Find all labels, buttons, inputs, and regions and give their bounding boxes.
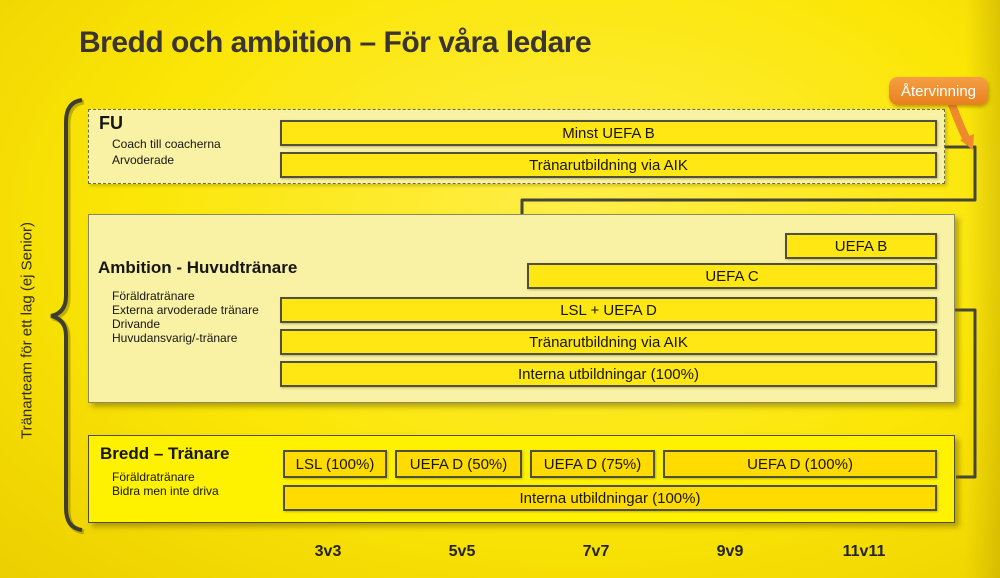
axis-label-3v3: 3v3 (314, 543, 342, 560)
axis-label-9v9: 9v9 (716, 543, 744, 560)
ambition-subline-3: Drivande (112, 317, 161, 331)
bar-lsl-100: LSL (100%) (283, 450, 387, 478)
bar-ambition-tranarutbildning-aik: Tränarutbildning via AIK (280, 329, 937, 355)
axis-label-11v11: 11v11 (842, 543, 886, 560)
side-label-vertical: Tränarteam för ett lag (ej Senior) (18, 221, 36, 440)
page-title: Bredd och ambition – För våra ledare (79, 26, 592, 59)
fu-subline-1: Coach till coacherna (112, 137, 221, 151)
bar-minst-uefa-b: Minst UEFA B (280, 120, 937, 146)
ambition-heading: Ambition - Huvudtränare (98, 258, 298, 277)
ambition-subline-4: Huvudansvarig/-tränare (112, 331, 238, 345)
bar-uefa-b: UEFA B (785, 233, 937, 259)
bar-lsl-uefa-d: LSL + UEFA D (280, 297, 937, 323)
fu-subline-2: Arvoderade (112, 153, 175, 167)
bredd-subline-2: Bidra men inte driva (112, 484, 219, 498)
bredd-subline-1: Föräldratränare (112, 470, 195, 484)
recycling-callout-label: Återvinning (900, 82, 977, 100)
axis-label-7v7: 7v7 (582, 543, 610, 560)
bar-uefa-d-100: UEFA D (100%) (663, 450, 937, 478)
bar-uefa-c: UEFA C (527, 263, 937, 289)
bredd-heading: Bredd – Tränare (100, 444, 230, 463)
callout-arrowhead (960, 134, 974, 150)
ambition-subline-2: Externa arvoderade tränare (112, 303, 259, 317)
recycling-callout: Återvinning (889, 77, 988, 105)
group-brace (50, 98, 83, 532)
bar-fu-tranarutbildning-aik: Tränarutbildning via AIK (280, 152, 937, 178)
bar-uefa-d-75: UEFA D (75%) (530, 450, 655, 478)
bar-ambition-interna-utbildningar: Interna utbildningar (100%) (280, 361, 937, 387)
bar-bredd-interna-utbildningar: Interna utbildningar (100%) (283, 485, 937, 511)
fu-heading: FU (99, 113, 123, 133)
ambition-subline-1: Föräldratränare (112, 289, 195, 303)
callout-arrow (947, 98, 971, 144)
axis-label-5v5: 5v5 (448, 543, 476, 560)
bar-uefa-d-50: UEFA D (50%) (395, 450, 522, 478)
group-brace-shadow (52, 99, 85, 535)
